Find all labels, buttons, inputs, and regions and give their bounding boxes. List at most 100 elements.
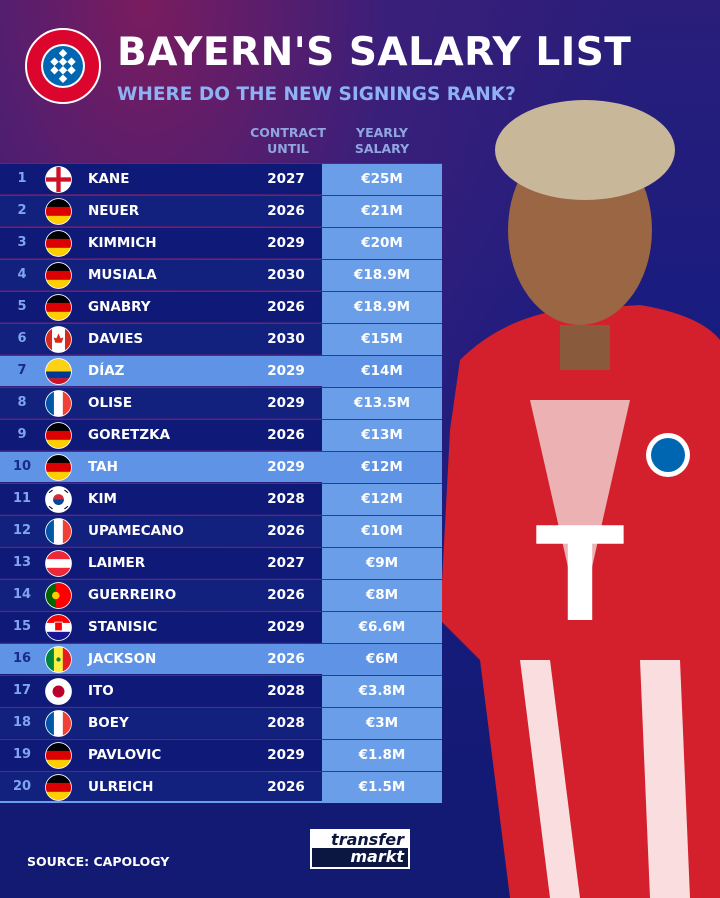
england-flag-icon <box>45 166 72 193</box>
rank: 1 <box>17 171 27 186</box>
table-row: 14 GUERREIRO 2026 €8M <box>0 579 442 611</box>
contract-year: 2029 <box>267 235 305 251</box>
source-label: SOURCE: CAPOLOGY <box>27 854 170 869</box>
contract-year: 2029 <box>267 395 305 411</box>
contract-year: 2029 <box>267 363 305 379</box>
table-row: 15 STANISIC 2029 €6.6M <box>0 611 442 643</box>
table-row: 7 DÍAZ 2029 €14M <box>0 355 442 387</box>
table-row: 6 DAVIES 2030 €15M <box>0 323 442 355</box>
yearly-salary: €9M <box>322 548 442 579</box>
table-row: 18 BOEY 2028 €3M <box>0 707 442 739</box>
table-row: 10 TAH 2029 €12M <box>0 451 442 483</box>
yearly-salary: €12M <box>322 452 442 483</box>
brand-line1: transfer <box>312 831 408 848</box>
player-name: GORETZKA <box>88 427 171 443</box>
rank: 3 <box>17 235 27 250</box>
france-flag-icon <box>45 518 72 545</box>
yearly-salary: €14M <box>322 356 442 387</box>
austria-flag-icon <box>45 550 72 577</box>
player-name: DAVIES <box>88 331 144 347</box>
player-name: NEUER <box>88 203 140 219</box>
fc-bayern-logo <box>25 28 101 104</box>
yearly-salary: €25M <box>322 164 442 195</box>
rank: 19 <box>12 747 32 762</box>
contract-year: 2026 <box>267 523 305 539</box>
senegal-flag-icon <box>45 646 72 673</box>
svg-text:T: T <box>536 499 625 651</box>
player-name: LAIMER <box>88 555 146 571</box>
rank: 4 <box>17 267 27 282</box>
yearly-salary: €6.6M <box>322 612 442 643</box>
yearly-salary: €3M <box>322 708 442 739</box>
table-row: 13 LAIMER 2027 €9M <box>0 547 442 579</box>
brand-line2: markt <box>350 847 404 866</box>
contract-year: 2029 <box>267 747 305 763</box>
rank: 2 <box>17 203 27 218</box>
contract-year: 2029 <box>267 459 305 475</box>
table-row: 2 NEUER 2026 €21M <box>0 195 442 227</box>
rank: 7 <box>17 363 27 378</box>
transfermarkt-logo: transfer markt <box>310 829 410 869</box>
contract-year: 2026 <box>267 651 305 667</box>
yearly-salary: €12M <box>322 484 442 515</box>
contract-year: 2028 <box>267 715 305 731</box>
table-row: 17 ITO 2028 €3.8M <box>0 675 442 707</box>
contract-year: 2027 <box>267 555 305 571</box>
germany-flag-icon <box>45 262 72 289</box>
table-row: 9 GORETZKA 2026 €13M <box>0 419 442 451</box>
table-row: 16 JACKSON 2026 €6M <box>0 643 442 675</box>
yearly-salary: €21M <box>322 196 442 227</box>
contract-year: 2026 <box>267 203 305 219</box>
germany-flag-icon <box>45 422 72 449</box>
portugal-flag-icon <box>45 582 72 609</box>
table-row: 4 MUSIALA 2030 €18.9M <box>0 259 442 291</box>
salary-table: 1 KANE 2027 €25M 2 NEUER 2026 €21M 3 KIMMI… <box>0 163 442 803</box>
player-name: MUSIALA <box>88 267 157 283</box>
rank: 16 <box>12 651 32 666</box>
rank: 11 <box>12 491 32 506</box>
yearly-salary: €20M <box>322 228 442 259</box>
player-name: TAH <box>88 459 118 475</box>
page-subtitle: WHERE DO THE NEW SIGNINGS RANK? <box>117 84 516 105</box>
table-row: 20 ULREICH 2026 €1.5M <box>0 771 442 803</box>
colombia-flag-icon <box>45 358 72 385</box>
germany-flag-icon <box>45 774 72 801</box>
germany-flag-icon <box>45 742 72 769</box>
yearly-salary: €10M <box>322 516 442 547</box>
yearly-salary: €8M <box>322 580 442 611</box>
contract-year: 2029 <box>267 619 305 635</box>
player-name: BOEY <box>88 715 129 731</box>
germany-flag-icon <box>45 454 72 481</box>
player-name: JACKSON <box>88 651 157 667</box>
france-flag-icon <box>45 390 72 417</box>
table-row: 5 GNABRY 2026 €18.9M <box>0 291 442 323</box>
player-photo: T <box>440 100 720 898</box>
column-header-salary: YEARLY SALARY <box>354 125 410 156</box>
player-name: PAVLOVIC <box>88 747 162 763</box>
player-name: UPAMECANO <box>88 523 184 539</box>
player-name: DÍAZ <box>88 363 125 379</box>
yearly-salary: €18.9M <box>322 260 442 291</box>
table-row: 12 UPAMECANO 2026 €10M <box>0 515 442 547</box>
germany-flag-icon <box>45 198 72 225</box>
player-name: ULREICH <box>88 779 154 795</box>
page-title: BAYERN'S SALARY LIST <box>117 30 632 75</box>
rank: 5 <box>17 299 27 314</box>
yearly-salary: €15M <box>322 324 442 355</box>
rank: 18 <box>12 715 32 730</box>
rank: 8 <box>17 395 27 410</box>
yearly-salary: €3.8M <box>322 676 442 707</box>
contract-year: 2026 <box>267 299 305 315</box>
rank: 20 <box>12 779 32 794</box>
contract-year: 2026 <box>267 779 305 795</box>
player-name: KIM <box>88 491 117 507</box>
croatia-flag-icon <box>45 614 72 641</box>
table-row: 3 KIMMICH 2029 €20M <box>0 227 442 259</box>
rank: 15 <box>12 619 32 634</box>
divider <box>0 801 442 803</box>
rank: 12 <box>12 523 32 538</box>
yearly-salary: €13M <box>322 420 442 451</box>
rank: 13 <box>12 555 32 570</box>
player-name: STANISIC <box>88 619 158 635</box>
rank: 10 <box>12 459 32 474</box>
